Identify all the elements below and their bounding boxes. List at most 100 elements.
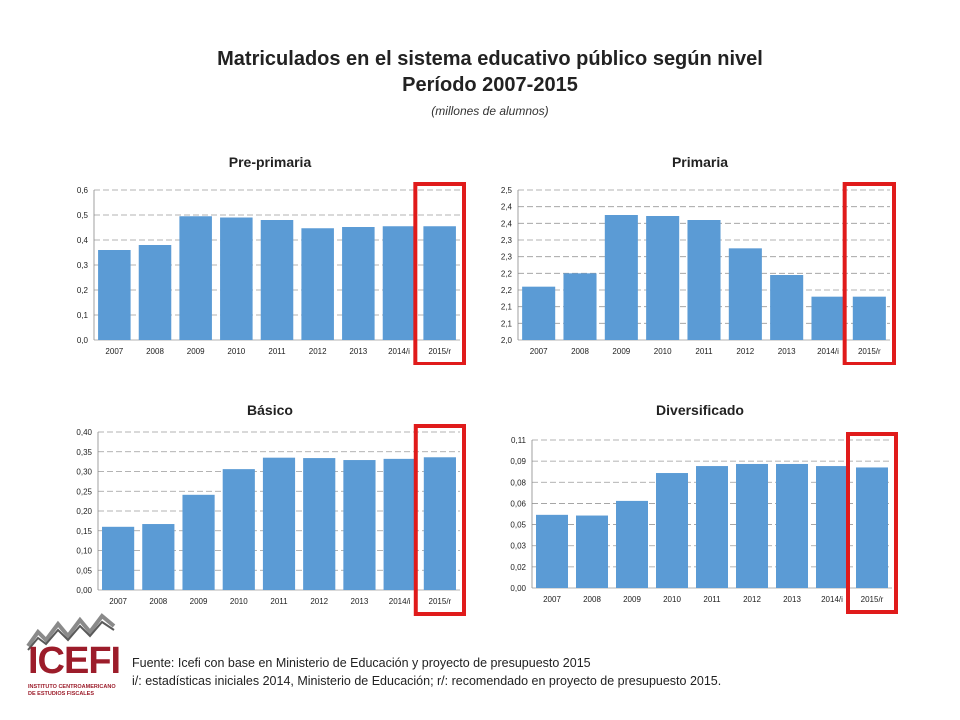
x-tick-label: 2011 [268, 347, 286, 356]
x-tick-label: 2007 [105, 347, 123, 356]
y-tick-label: 0,20 [76, 507, 92, 516]
bar [423, 457, 456, 590]
y-tick-label: 0,2 [77, 286, 89, 295]
bar [98, 250, 131, 340]
bar [770, 275, 804, 340]
y-tick-label: 0,40 [76, 428, 92, 437]
footer-notes: Fuente: Icefi con base en Ministerio de … [132, 654, 721, 690]
y-tick-label: 0,25 [76, 487, 92, 496]
y-tick-label: 0,35 [76, 448, 92, 457]
y-tick-label: 0,10 [76, 547, 92, 556]
y-tick-label: 2,2 [501, 269, 513, 278]
highlight-box [846, 432, 898, 614]
bar [656, 473, 688, 588]
chart-basico: Básico 0,00 0,05 0,10 0,15 0,20 0,25 0,30 0,35 0… [60, 396, 480, 618]
y-tick-label: 2,1 [501, 303, 513, 312]
bar [576, 515, 608, 588]
bar [536, 514, 568, 588]
bar [816, 466, 848, 588]
bar [687, 220, 721, 340]
units-label: (millones de alumnos) [431, 104, 549, 118]
x-tick-label: 2013 [783, 595, 801, 604]
x-tick-label: 2012 [309, 347, 327, 356]
bar [604, 215, 638, 340]
bar [102, 526, 135, 590]
y-tick-label: 2,4 [501, 219, 513, 228]
x-tick-label: 2013 [349, 347, 367, 356]
y-tick-label: 0,6 [77, 186, 89, 195]
x-tick-label: 2009 [623, 595, 641, 604]
bar [222, 469, 255, 590]
bar [301, 228, 334, 340]
bar [383, 458, 416, 590]
x-tick-label: 2012 [310, 597, 328, 606]
logo-wordmark: ICEFI [28, 640, 121, 682]
x-tick-label: 2008 [583, 595, 601, 604]
main-subtitle: Período 2007-2015 [402, 74, 578, 96]
x-tick-label: 2010 [227, 347, 245, 356]
footer-note: i/: estadísticas iniciales 2014, Ministe… [132, 674, 722, 688]
x-tick-label: 2009 [190, 597, 208, 606]
bar [262, 457, 296, 590]
bar [182, 494, 215, 590]
bar [856, 467, 888, 588]
bar [616, 500, 648, 588]
chart-title-diversificado: Diversificado [656, 402, 744, 418]
bar [522, 286, 556, 340]
bar [423, 226, 456, 340]
highlight-box [842, 182, 896, 366]
y-tick-label: 0,00 [76, 586, 92, 595]
x-tick-label: 2013 [778, 347, 796, 356]
x-tick-label: 2009 [612, 347, 630, 356]
bar [852, 296, 886, 340]
y-tick-label: 0,06 [510, 499, 526, 508]
y-tick-label: 2,1 [501, 319, 513, 328]
y-tick-label: 0,00 [510, 584, 526, 593]
y-tick-label: 0,1 [77, 311, 89, 320]
y-tick-label: 2,3 [501, 253, 513, 262]
chart-svg-diversificado: 0,00 0,02 0,03 0,05 0,06 0,08 0,09 0,11 2007 2008… [510, 432, 898, 614]
x-tick-label: 2011 [703, 595, 721, 604]
chart-diversificado: Diversificado 0,00 0,02 0,03 0,05 0,06 0,08 0,… [480, 396, 920, 618]
x-tick-label: 2012 [743, 595, 761, 604]
bar [736, 463, 768, 588]
chart-svg-primaria: 2,0 2,1 2,1 2,2 2,2 2,3 2,3 2,4 2,4 2,5 2007 2008 20… [501, 182, 896, 366]
bar [382, 226, 416, 340]
x-tick-label: 2008 [146, 347, 164, 356]
chart-svg-basico: 0,00 0,05 0,10 0,15 0,20 0,25 0,30 0,35 0,40 2007… [76, 424, 466, 616]
y-tick-label: 0,5 [77, 211, 89, 220]
highlight-box [413, 182, 467, 366]
footer-source: Fuente: Icefi con base en Ministerio de … [132, 656, 591, 670]
y-tick-label: 0,30 [76, 468, 92, 477]
x-tick-label: 2008 [571, 347, 589, 356]
bar [220, 217, 253, 340]
title-block: Matriculados en el sistema educativo púb… [0, 46, 960, 120]
y-tick-label: 0,11 [511, 436, 527, 445]
y-tick-label: 2,4 [501, 203, 513, 212]
chart-svg-pre-primaria: 0,0 0,1 0,2 0,3 0,4 0,5 0,6 2007 2008 2009 2010 201… [77, 182, 467, 366]
bar [260, 220, 294, 340]
bar [563, 273, 597, 340]
x-tick-label: 2007 [530, 347, 548, 356]
chart-title-primaria: Primaria [671, 154, 729, 170]
x-tick-label: 2014/i [389, 597, 411, 606]
x-tick-label: 2014/i [821, 595, 843, 604]
x-tick-label: 2008 [149, 597, 167, 606]
x-tick-label: 2007 [543, 595, 561, 604]
chart-primaria: Primaria 2,0 2,1 2,1 2,2 2,2 2,3 2,3 2,4 2,4 2,5 2… [480, 150, 920, 366]
x-tick-label: 2011 [270, 597, 288, 606]
x-tick-label: 2013 [351, 597, 369, 606]
chart-title-basico: Básico [247, 402, 293, 418]
y-tick-label: 0,05 [76, 566, 92, 575]
main-title: Matriculados en el sistema educativo púb… [217, 48, 763, 70]
y-tick-label: 0,4 [77, 236, 89, 245]
x-tick-label: 2015/r [428, 347, 451, 356]
x-tick-label: 2010 [654, 347, 672, 356]
x-tick-label: 2010 [663, 595, 681, 604]
zigzag-line-logo-icon [26, 613, 116, 651]
bar [179, 216, 212, 340]
y-tick-label: 2,5 [501, 186, 513, 195]
y-tick-label: 0,0 [77, 336, 89, 345]
x-tick-label: 2014/i [817, 347, 839, 356]
bar [138, 245, 172, 340]
